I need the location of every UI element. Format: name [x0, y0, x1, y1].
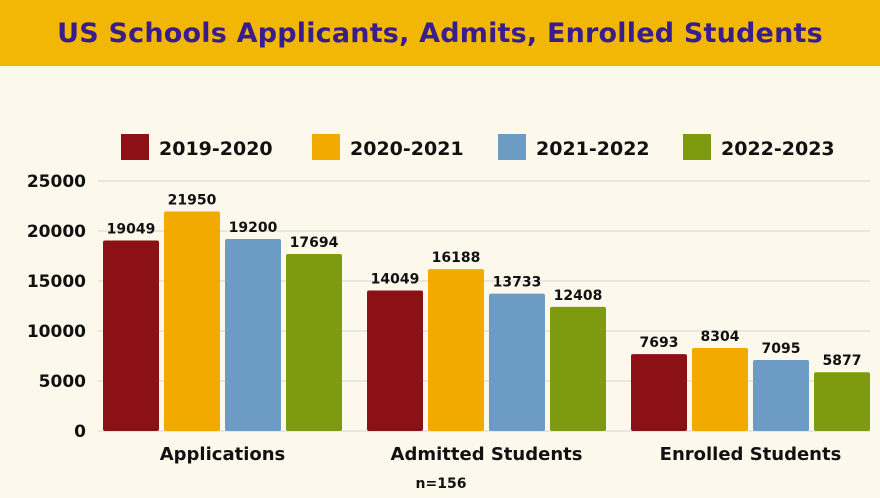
- y-axis-ticks: 0 5000 10000 15000 20000 25000: [27, 172, 86, 442]
- data-label: 5877: [823, 353, 862, 369]
- legend-swatch: [312, 134, 340, 160]
- category-labels: Applications Admitted Students Enrolled St…: [160, 444, 842, 465]
- legend-label: 2019-2020: [159, 138, 273, 160]
- y-tick-label: 25000: [27, 172, 86, 192]
- data-label: 21950: [168, 193, 217, 209]
- legend-swatch: [498, 134, 526, 160]
- sample-size-note: n=156: [416, 476, 467, 492]
- data-label: 17694: [290, 235, 339, 251]
- bar: [753, 360, 809, 431]
- data-label: 13733: [493, 275, 542, 291]
- category-label: Admitted Students: [391, 444, 583, 465]
- data-label: 16188: [432, 250, 481, 266]
- data-label: 12408: [554, 288, 603, 304]
- legend: 2019-2020 2020-2021 2021-2022 2022-2023: [121, 134, 835, 160]
- data-label: 8304: [701, 329, 740, 345]
- chart-title: US Schools Applicants, Admits, Enrolled …: [57, 17, 823, 49]
- y-tick-label: 15000: [27, 272, 86, 292]
- data-label: 19200: [229, 220, 278, 236]
- bars: [103, 211, 870, 431]
- bar: [367, 290, 423, 431]
- category-label: Enrolled Students: [660, 444, 842, 465]
- y-tick-label: 20000: [27, 222, 86, 242]
- bar: [814, 372, 870, 431]
- bar: [631, 354, 687, 431]
- y-tick-label: 5000: [39, 372, 86, 392]
- bar: [103, 240, 159, 431]
- legend-label: 2021-2022: [536, 138, 650, 160]
- bar: [428, 269, 484, 431]
- bar: [692, 347, 748, 431]
- bar: [164, 211, 220, 431]
- y-tick-label: 10000: [27, 322, 86, 342]
- bar: [489, 293, 545, 431]
- data-label: 7693: [640, 335, 679, 351]
- y-tick-label: 0: [74, 422, 86, 442]
- data-label: 14049: [371, 272, 420, 288]
- data-label: 19049: [107, 222, 156, 238]
- title-bar: US Schools Applicants, Admits, Enrolled …: [0, 0, 880, 66]
- data-label: 7095: [762, 341, 801, 357]
- value-labels: 19049 21950 19200 17694 14049 16188 13733 12408…: [107, 193, 862, 370]
- legend-swatch: [121, 134, 149, 160]
- legend-label: 2022-2023: [721, 138, 835, 160]
- category-label: Applications: [160, 444, 286, 465]
- legend-swatch: [683, 134, 711, 160]
- bar: [225, 239, 281, 431]
- bar: [286, 254, 342, 431]
- bar: [550, 306, 606, 431]
- legend-label: 2020-2021: [350, 138, 464, 160]
